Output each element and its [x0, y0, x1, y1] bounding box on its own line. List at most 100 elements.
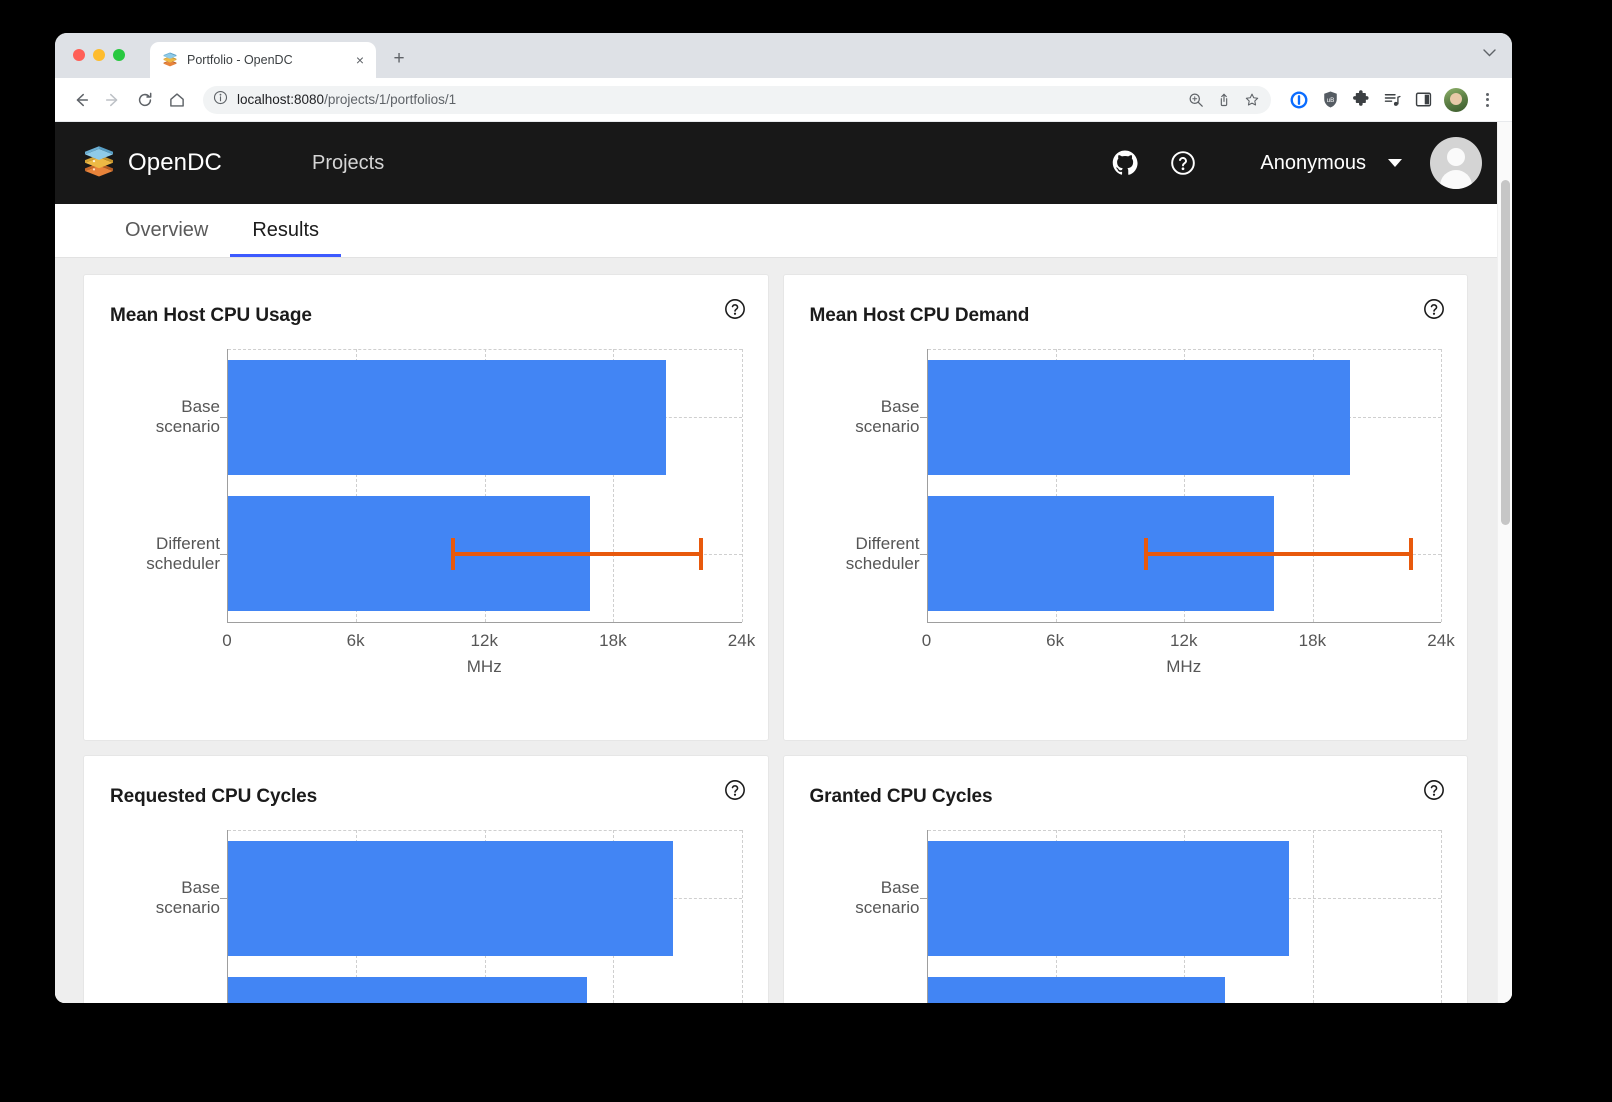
extensions-puzzle-icon[interactable]	[1347, 86, 1375, 114]
help-circle-icon[interactable]	[1166, 146, 1200, 180]
help-circle-icon[interactable]	[724, 779, 746, 801]
bookmark-star-icon[interactable]	[1239, 87, 1265, 113]
chart-card-mean-host-cpu-usage: Mean Host CPU Usage	[83, 274, 769, 741]
x-tick-label: 0	[921, 631, 932, 650]
omnibox-actions	[1183, 86, 1269, 114]
bar-base-scenario	[228, 840, 673, 956]
close-tab-button[interactable]: ×	[355, 52, 365, 68]
x-axis: 0 6k 12k 18k 24k MHz	[922, 623, 1455, 679]
bar-base-scenario	[927, 359, 1350, 475]
category-label: Base scenario	[155, 397, 220, 437]
opendc-navbar: OpenDC Projects Anonymous	[55, 122, 1512, 204]
x-tick-label: 12k	[1170, 631, 1198, 650]
x-tick-label: 18k	[599, 631, 627, 650]
x-tick-label: 6k	[346, 631, 365, 650]
help-circle-icon[interactable]	[724, 298, 746, 320]
category-label: Different scheduler	[845, 533, 920, 573]
tab-overview[interactable]: Overview	[125, 219, 209, 241]
maximize-window-button[interactable]	[113, 49, 125, 61]
url-host: localhost:8080	[237, 92, 325, 107]
help-circle-icon[interactable]	[1423, 298, 1445, 320]
results-card-grid: Mean Host CPU Usage	[83, 274, 1468, 1003]
chart-title: Mean Host CPU Usage	[110, 305, 312, 326]
github-icon[interactable]	[1108, 146, 1142, 180]
chart-title: Requested CPU Cycles	[110, 786, 318, 807]
category-label: Different scheduler	[146, 533, 220, 573]
extension-icons: uB	[1285, 86, 1500, 114]
opendc-favicon-icon	[162, 52, 178, 68]
address-bar[interactable]: localhost:8080/projects/1/portfolios/1	[203, 85, 1271, 114]
chart-card-requested-cpu-cycles: Requested CPU Cycles	[83, 755, 769, 1003]
site-info-icon[interactable]	[213, 90, 229, 110]
chevron-down-icon[interactable]	[1388, 159, 1402, 167]
bar-different-scheduler	[927, 977, 1225, 1003]
page-scrollbar[interactable]	[1497, 122, 1512, 1003]
page-viewport: OpenDC Projects Anonymous Overview Resul…	[55, 122, 1512, 1003]
minimize-window-button[interactable]	[93, 49, 105, 61]
window-traffic-lights	[73, 49, 125, 61]
browser-toolbar: localhost:8080/projects/1/portfolios/1 u…	[55, 78, 1512, 122]
opendc-logo-icon	[83, 146, 115, 180]
svg-text:uB: uB	[1326, 97, 1334, 104]
browser-tab-strip: Portfolio - OpenDC × +	[55, 33, 1512, 78]
user-menu[interactable]: Anonymous	[1260, 152, 1402, 175]
bar-different-scheduler	[228, 977, 588, 1003]
reading-list-icon[interactable]	[1378, 86, 1406, 114]
share-icon[interactable]	[1211, 87, 1237, 113]
address-bar-url: localhost:8080/projects/1/portfolios/1	[237, 92, 456, 107]
portfolio-tabbar: Overview Results	[55, 204, 1512, 258]
tab-search-chevron-icon[interactable]	[1483, 46, 1496, 60]
brand-home-link[interactable]: OpenDC	[83, 146, 222, 180]
forward-icon[interactable]	[99, 86, 127, 114]
error-bar	[451, 537, 704, 570]
results-area: Mean Host CPU Usage	[55, 258, 1512, 1003]
nav-link-projects[interactable]: Projects	[311, 151, 385, 174]
browser-tab-title: Portfolio - OpenDC	[187, 53, 293, 67]
x-tick-label: 18k	[1298, 631, 1327, 650]
user-avatar[interactable]	[1430, 137, 1482, 189]
user-name: Anonymous	[1260, 151, 1366, 174]
1password-icon[interactable]	[1285, 86, 1313, 114]
x-tick-label: 0	[222, 631, 232, 650]
category-label: Base scenario	[155, 878, 220, 918]
chart-card-granted-cpu-cycles: Granted CPU Cycles	[782, 755, 1468, 1003]
category-label: Base scenario	[855, 397, 920, 437]
x-tick-label: 24k	[1427, 631, 1455, 650]
x-tick-label: 6k	[1046, 631, 1065, 650]
brand-name: OpenDC	[128, 149, 222, 176]
x-axis-title: MHz	[1166, 657, 1202, 676]
close-window-button[interactable]	[73, 49, 85, 61]
chart-title: Mean Host CPU Demand	[809, 305, 1030, 326]
home-icon[interactable]	[163, 86, 191, 114]
tab-results[interactable]: Results	[230, 204, 341, 257]
chart-title: Granted CPU Cycles	[809, 786, 993, 807]
x-tick-label: 24k	[727, 631, 756, 650]
browser-tab[interactable]: Portfolio - OpenDC ×	[150, 42, 376, 78]
browser-window: Portfolio - OpenDC × + localhost:8080/pr…	[55, 33, 1512, 1003]
help-circle-icon[interactable]	[1423, 779, 1445, 801]
chrome-menu-icon[interactable]	[1474, 86, 1500, 114]
bar-base-scenario	[228, 359, 666, 475]
x-axis-title: MHz	[466, 657, 502, 676]
x-tick-label: 12k	[470, 631, 498, 650]
ublock-shield-icon[interactable]: uB	[1316, 86, 1344, 114]
side-panel-icon[interactable]	[1409, 86, 1437, 114]
x-axis: 0 6k 12k 18k 24k MHz	[222, 623, 755, 679]
scrollbar-thumb[interactable]	[1501, 180, 1510, 525]
url-path: /projects/1/portfolios/1	[324, 92, 457, 107]
bar-base-scenario	[927, 840, 1289, 956]
zoom-in-icon[interactable]	[1183, 87, 1209, 113]
category-label: Base scenario	[855, 878, 920, 918]
back-icon[interactable]	[67, 86, 95, 114]
error-bar	[1143, 537, 1414, 570]
reload-icon[interactable]	[131, 86, 159, 114]
new-tab-button[interactable]: +	[393, 47, 405, 69]
chrome-profile-avatar[interactable]	[1444, 87, 1468, 112]
